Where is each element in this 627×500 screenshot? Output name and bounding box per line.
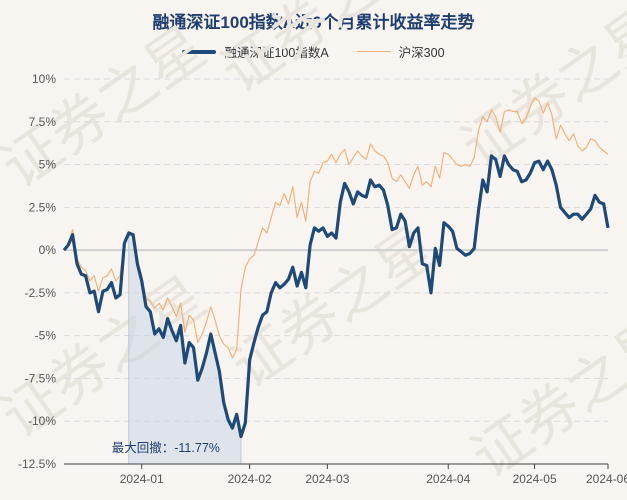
y-tick-label: 10% [32, 72, 56, 86]
y-tick-label: 5% [39, 158, 57, 172]
legend-swatch-benchmark [356, 50, 391, 53]
y-tick-label: -10% [28, 414, 56, 428]
y-tick-label: 7.5% [29, 115, 57, 129]
chart-title: 融通深证100指数A近6个月累计收益率走势 [152, 13, 475, 32]
x-tick-label: 2024-02 [228, 472, 272, 486]
drawdown-label: 最大回撤：-11.77% [112, 440, 220, 455]
x-tick-label: 2024-01 [120, 472, 164, 486]
legend-item-benchmark[interactable]: 沪深300 [356, 42, 445, 61]
series-layer [62, 97, 610, 439]
x-tick-label: 2024-05 [513, 472, 557, 486]
y-tick-label: -12.5% [18, 457, 56, 471]
y-tick-label: 0% [39, 243, 57, 257]
x-tick-label: 2024-06 [586, 472, 627, 486]
legend-item-main[interactable]: 融通深证100指数A [182, 42, 329, 61]
watermark-text: 证券之星 [449, 0, 627, 181]
watermark-text: 证券之星 [0, 13, 218, 202]
axes-layer: 10% 7.5% 5% 2.5% 0% -2.5% -5% -7.5% -10% -12.5% 20… [18, 72, 627, 486]
watermark-text: 证券之星 [459, 303, 627, 492]
legend-label-benchmark: 沪深300 [398, 46, 445, 60]
y-tick-label: 2.5% [29, 200, 57, 214]
legend-label-main: 融通深证100指数A [224, 46, 329, 60]
y-tick-label: -5% [35, 329, 57, 343]
drawdown-area: 最大回撤：-11.77% [112, 233, 242, 464]
y-tick-label: -2.5% [25, 286, 57, 300]
series-line-main [62, 154, 610, 439]
watermark-text: 证券之星 [219, 213, 448, 402]
grid-lines [64, 78, 608, 465]
y-tick-label: -7.5% [25, 371, 57, 385]
x-tick-label: 2024-04 [426, 472, 470, 486]
drawdown-fill [128, 233, 242, 464]
series-line-benchmark [63, 97, 609, 359]
x-tick-label: 2024-03 [305, 472, 349, 486]
legend: 融通深证100指数A 沪深300 [0, 42, 627, 61]
legend-swatch-main [182, 49, 217, 54]
watermark-text: 证券之星 [209, 0, 438, 106]
